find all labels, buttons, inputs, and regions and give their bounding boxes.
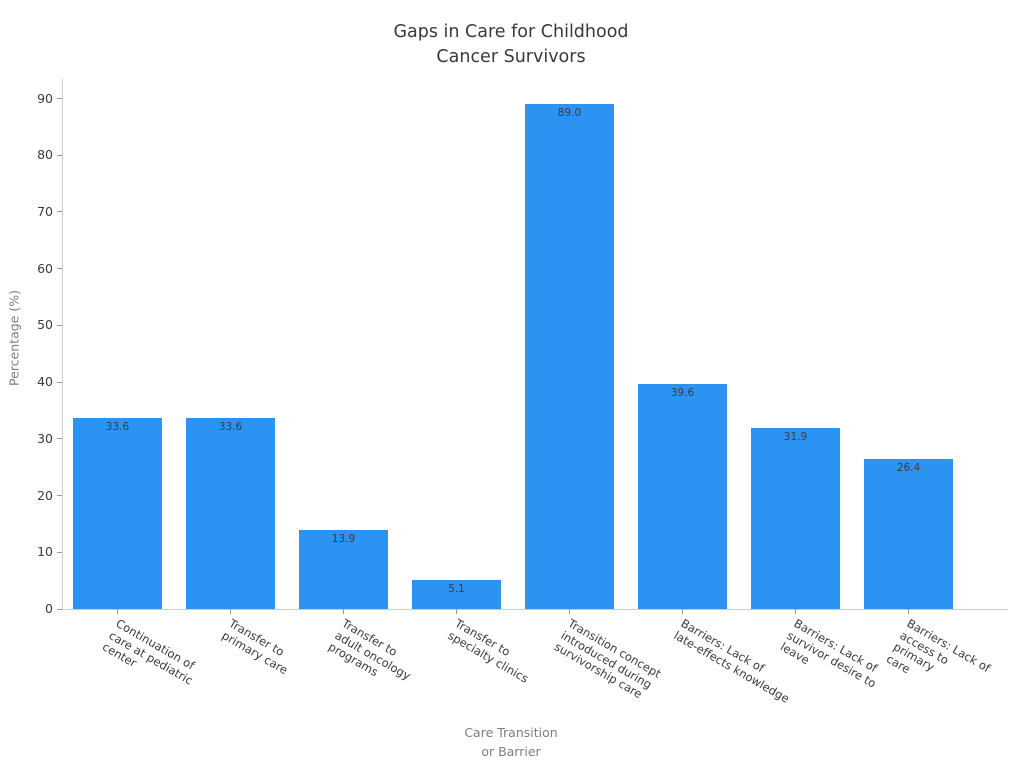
x-tick-label: Barriers: Lack of access to primary care (883, 616, 993, 676)
bar-value-label: 5.1 (448, 583, 465, 596)
bar: 33.6 (186, 418, 275, 609)
bar-value-label: 39.6 (670, 387, 695, 400)
x-tick-mark (343, 609, 344, 614)
bar-value-label: 26.4 (896, 462, 921, 475)
x-tick-label: Transition concept introduced during sur… (551, 616, 664, 702)
bar-value-label: 31.9 (783, 431, 808, 444)
x-tick-mark (795, 609, 796, 614)
y-tick-mark (57, 268, 62, 270)
y-tick-mark (57, 211, 62, 213)
x-tick-label: Continuation of care at pediatric center (99, 616, 197, 688)
plot-area: 0 10 20 30 40 50 60 70 80 90 33.6 Continuation of c… (37, 79, 1008, 705)
chart-title: Gaps in Care for Childhood Cancer Surviv… (393, 22, 629, 68)
y-tick-mark (57, 154, 62, 156)
bar: 33.6 (73, 418, 162, 609)
y-tick-mark (57, 438, 62, 440)
x-tick-label: Transfer to specialty clinics (445, 616, 531, 686)
y-tick-label: 0 (45, 601, 53, 616)
y-tick-label: 20 (37, 487, 53, 503)
y-tick-mark (57, 324, 62, 326)
bar: 31.9 (751, 428, 840, 609)
bar-value-label: 13.9 (331, 533, 356, 546)
bar: 13.9 (299, 530, 388, 609)
bar: 5.1 (412, 580, 501, 609)
x-tick-label: Transfer to adult oncology programs (325, 616, 413, 683)
bar-value-label: 89.0 (557, 107, 582, 120)
x-tick-mark (569, 609, 570, 614)
y-tick-label: 50 (37, 317, 53, 333)
x-tick-mark (117, 609, 118, 614)
x-tick-mark (682, 609, 683, 614)
x-axis-title: Care Transition or Barrier (464, 725, 558, 759)
y-tick-label: 10 (37, 544, 53, 560)
bar: 89.0 (525, 104, 614, 609)
y-tick-mark (57, 551, 62, 553)
y-tick-label: 40 (37, 374, 53, 390)
bar-value-label: 33.6 (218, 421, 243, 434)
y-tick-label: 80 (37, 147, 53, 163)
y-tick-mark (57, 495, 62, 497)
y-axis-title: Percentage (%) (6, 290, 22, 386)
bar-value-label: 33.6 (105, 421, 130, 434)
y-tick-label: 90 (37, 90, 53, 106)
y-tick-mark (57, 381, 62, 383)
y-tick-mark (57, 98, 62, 100)
bar: 39.6 (638, 384, 727, 609)
x-tick-mark (230, 609, 231, 614)
x-tick-label: Barriers: Lack of late-effects knowledge (671, 616, 792, 706)
y-tick-label: 30 (37, 430, 53, 446)
y-tick-mark (57, 608, 62, 610)
x-tick-label: Transfer to primary care (219, 616, 290, 677)
y-tick-label: 70 (37, 203, 53, 219)
bar: 26.4 (864, 459, 953, 609)
y-tick-label: 60 (37, 260, 53, 276)
x-tick-mark (908, 609, 909, 614)
x-tick-mark (456, 609, 457, 614)
